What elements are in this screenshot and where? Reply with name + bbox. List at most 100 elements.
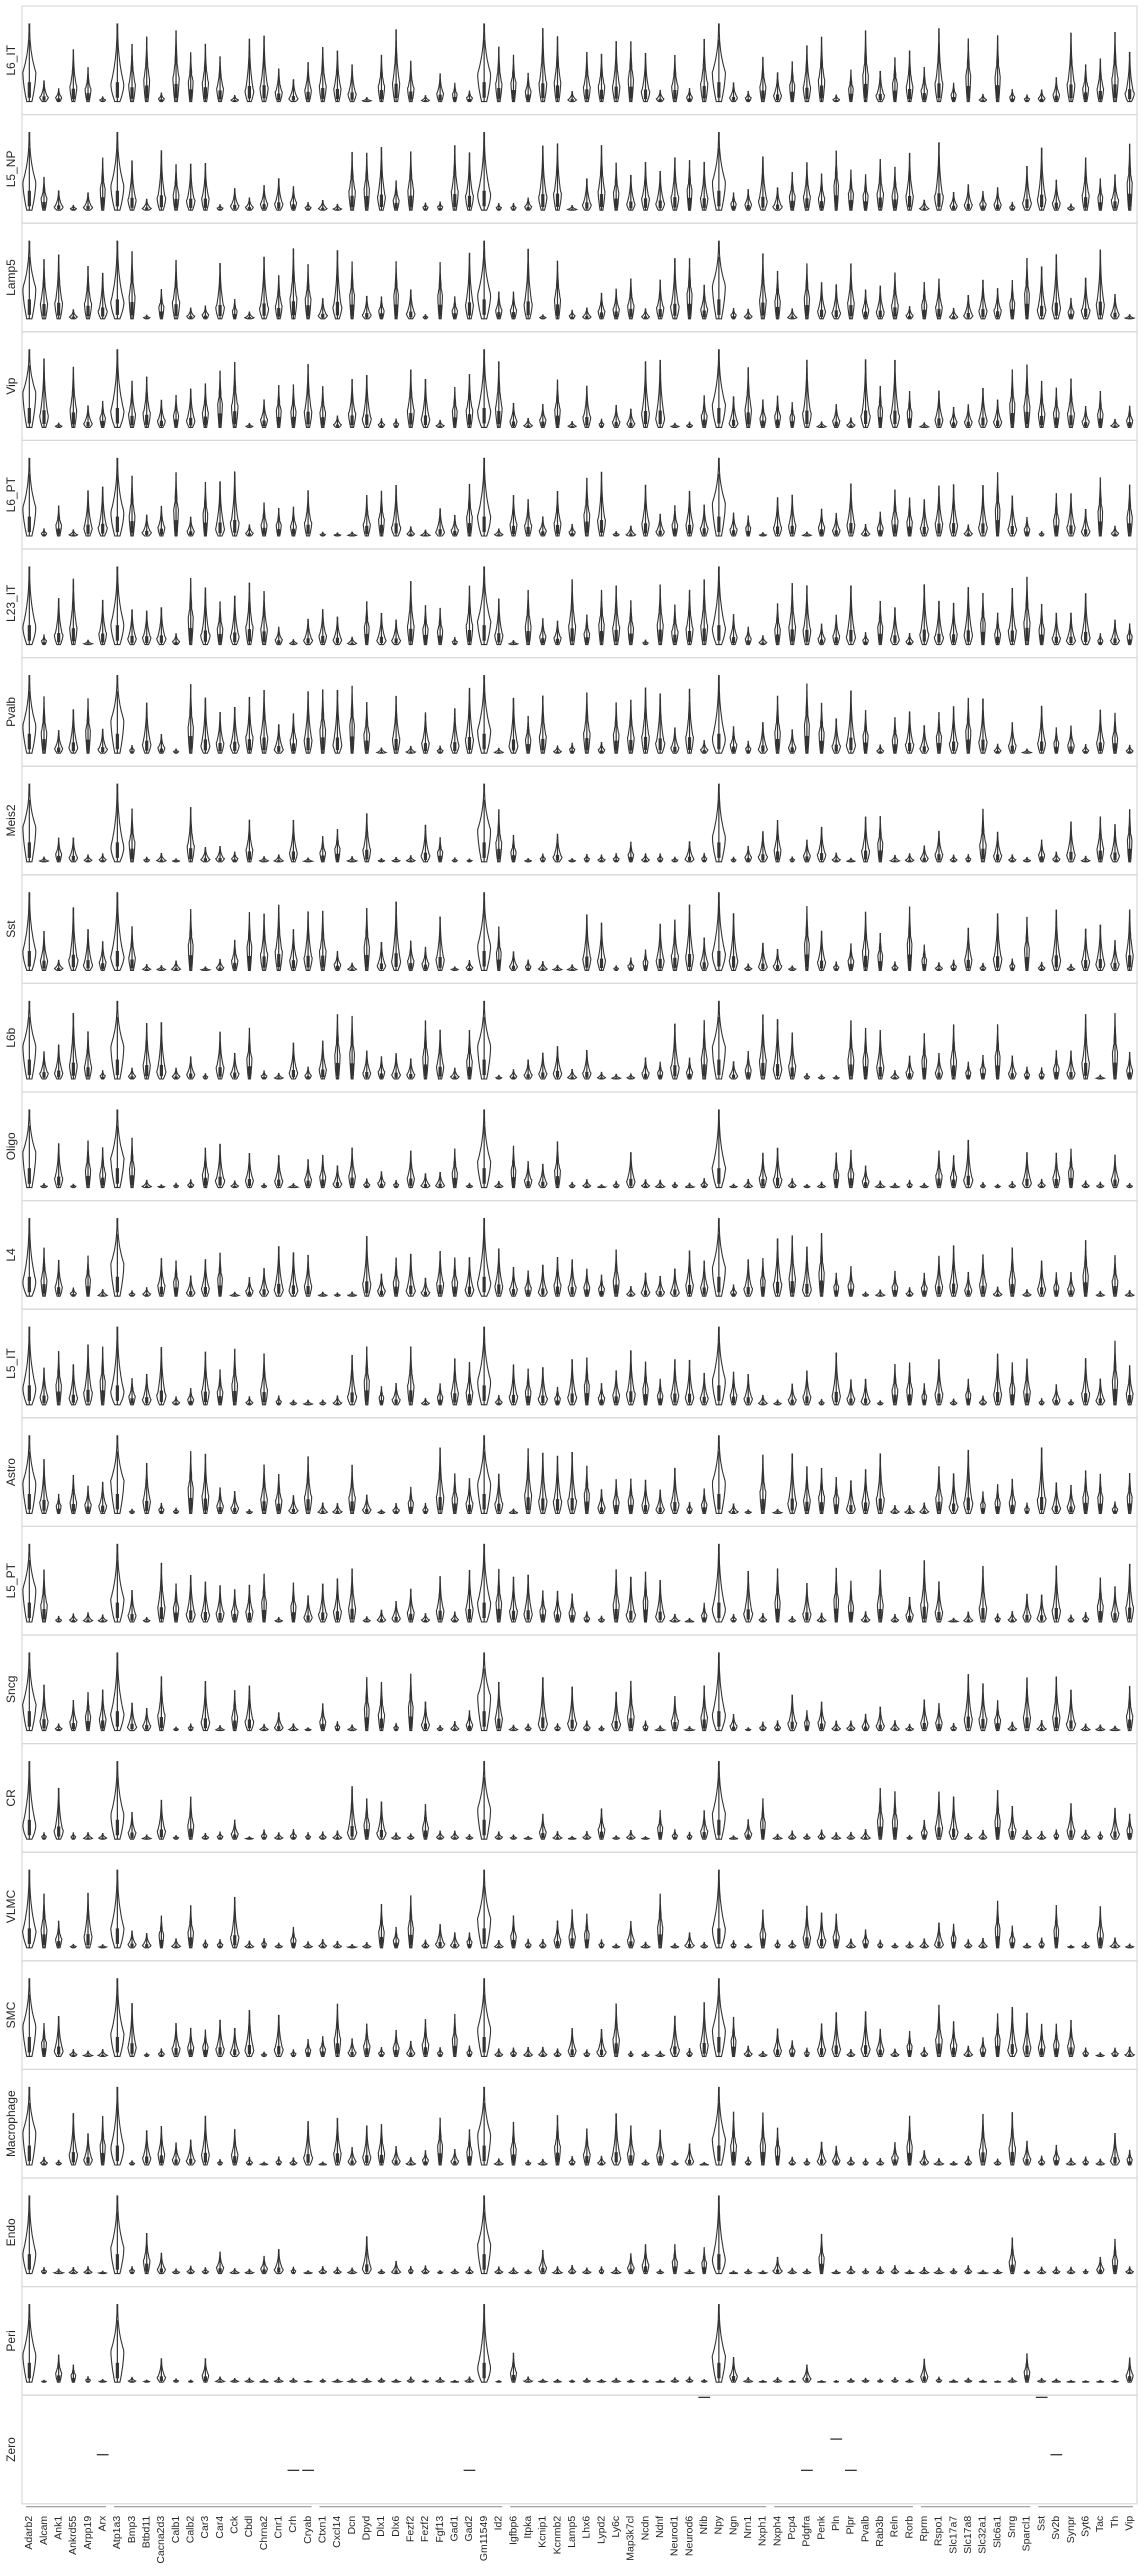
violin-box	[482, 516, 486, 533]
violin-box	[71, 2377, 75, 2382]
violin-box	[27, 516, 31, 533]
violin-box	[497, 633, 501, 643]
violin-box	[145, 740, 149, 751]
violin-box	[453, 1286, 457, 1295]
violin-box	[1084, 631, 1088, 643]
violin-box	[863, 2163, 868, 2165]
violin-box	[966, 959, 970, 969]
violin-box	[511, 1076, 516, 1079]
violin-box	[819, 2263, 824, 2272]
violin-box	[86, 1837, 90, 1839]
violin-box	[673, 1065, 677, 1077]
violin-box	[71, 2054, 75, 2057]
violin-box	[790, 2052, 794, 2056]
violin-box	[438, 529, 442, 535]
violin-box	[761, 302, 765, 316]
violin-box	[775, 306, 780, 317]
violin-box	[996, 1723, 1000, 1730]
violin-box	[922, 1399, 926, 1404]
violin-box	[878, 2163, 882, 2165]
violin-box	[467, 1504, 472, 1512]
violin-box	[629, 633, 633, 643]
violin-box	[966, 739, 970, 751]
violin-box	[1054, 746, 1058, 752]
violin-box	[497, 2163, 501, 2165]
violin-box	[86, 1619, 90, 1622]
violin-box	[335, 1402, 340, 1405]
violin-box	[1010, 413, 1014, 425]
violin-box	[541, 1498, 545, 1511]
violin-box	[717, 299, 721, 315]
violin-box	[849, 200, 853, 209]
violin-box	[541, 2381, 545, 2383]
violin-box	[937, 1501, 941, 1512]
violin-box	[996, 2163, 1000, 2165]
violin-box	[57, 302, 61, 316]
violin-box	[1054, 1071, 1058, 1078]
violin-box	[115, 2362, 119, 2379]
violin-box	[438, 1837, 442, 1839]
violin-box	[1025, 411, 1029, 425]
violin-box	[1069, 2271, 1073, 2274]
violin-box	[599, 1729, 604, 1731]
violin-box	[981, 1608, 985, 1620]
violin-box	[115, 1168, 119, 1184]
violin-box	[409, 1178, 413, 1186]
violin-box	[203, 198, 207, 208]
violin-box	[717, 1493, 721, 1510]
violin-box	[189, 89, 193, 100]
violin-box	[86, 1506, 90, 1513]
violin-box	[819, 960, 824, 969]
violin-box	[673, 957, 677, 968]
violin-box	[277, 2046, 281, 2055]
violin-box	[907, 859, 912, 862]
violin-box	[878, 1066, 882, 1077]
violin-box	[1084, 1185, 1088, 1188]
violin-box	[570, 628, 574, 642]
violin-box	[658, 1291, 662, 1296]
violin-box	[306, 737, 310, 751]
violin-box	[394, 1286, 398, 1295]
violin-box	[145, 1065, 149, 1077]
violin-box	[86, 524, 90, 534]
violin-box	[262, 420, 266, 427]
violin-box	[365, 1946, 369, 1948]
violin-box	[497, 312, 501, 318]
violin-box	[790, 2272, 794, 2274]
violin-box	[42, 860, 46, 862]
violin-box	[981, 1073, 985, 1078]
violin-box	[834, 968, 838, 970]
violin-box	[599, 1507, 604, 1513]
violin-box	[115, 299, 119, 315]
violin-box	[277, 1402, 281, 1405]
violin-box	[101, 747, 105, 752]
violin-box	[775, 1177, 780, 1186]
violin-box	[687, 2272, 692, 2274]
violin-box	[643, 2266, 648, 2273]
violin-box	[878, 1403, 882, 1405]
violin-box	[453, 2045, 457, 2055]
violin-box	[511, 1729, 516, 1731]
violin-box	[467, 2156, 472, 2164]
violin-box	[614, 534, 618, 536]
violin-box	[1069, 1072, 1073, 1078]
violin-box	[541, 531, 545, 536]
violin-box	[1040, 98, 1044, 101]
violin-box	[467, 2380, 472, 2382]
violin-box	[643, 411, 648, 425]
violin-box	[790, 1945, 794, 1948]
panel-vlmc: VLMC	[4, 1851, 1138, 1962]
violin-box	[27, 950, 31, 967]
violin-box	[614, 2272, 618, 2274]
violin-box	[526, 1610, 530, 1620]
violin-box	[761, 745, 765, 752]
violin-box	[1040, 1185, 1044, 1188]
violin-box	[614, 1721, 618, 1729]
violin-box	[277, 529, 281, 535]
violin-box	[1128, 639, 1132, 644]
violin-box	[145, 85, 149, 99]
violin-box	[541, 421, 545, 427]
violin-box	[702, 750, 706, 753]
violin-box	[467, 1944, 472, 1948]
violin-box	[1128, 2161, 1132, 2165]
